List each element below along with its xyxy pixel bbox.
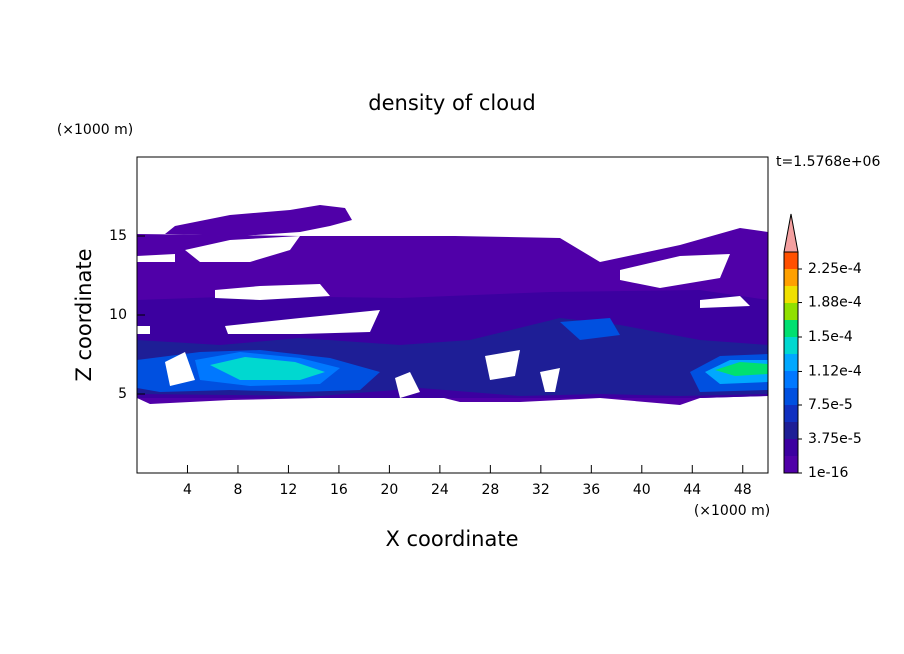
colorbar-tick-label: 2.25e-4	[808, 261, 862, 277]
x-tick-label: 44	[683, 482, 701, 498]
colorbar-band	[784, 320, 798, 337]
colorbar-band	[784, 286, 798, 303]
x-axis-label: X coordinate	[385, 527, 518, 551]
contour-region	[210, 357, 325, 380]
contour-region	[165, 205, 352, 236]
contour-gaps	[137, 236, 750, 398]
x-tick-label: 16	[330, 482, 348, 498]
colorbar-band	[784, 337, 798, 354]
y-tick-label: 5	[118, 386, 127, 402]
x-tick-label: 20	[380, 482, 398, 498]
x-tick-label: 40	[633, 482, 651, 498]
gap	[225, 310, 380, 334]
gap	[215, 284, 330, 300]
y-tick-label: 10	[109, 307, 127, 323]
gap	[620, 254, 730, 288]
annotation: t=1.5768e+06	[776, 154, 880, 170]
chart-title: density of cloud	[368, 91, 535, 115]
colorbar-tick-label: 1.88e-4	[808, 295, 862, 311]
gap	[395, 372, 420, 398]
y-unit: (×1000 m)	[57, 122, 133, 138]
colorbar-frame	[783, 251, 799, 474]
x-tick-label: 12	[280, 482, 298, 498]
contour-region	[137, 360, 152, 386]
colorbar-tick-label: 1.5e-4	[808, 329, 853, 345]
colorbar-tick-label: 7.5e-5	[808, 397, 853, 413]
colorbar-band	[784, 439, 798, 456]
gap	[700, 296, 750, 308]
colorbar-tick-label: 1.12e-4	[808, 363, 862, 379]
x-tick-label: 4	[183, 482, 192, 498]
colorbar-band	[784, 422, 798, 439]
colorbar-band	[784, 354, 798, 371]
x-tick-label: 48	[734, 482, 752, 498]
colorbar-band	[784, 303, 798, 320]
x-unit: (×1000 m)	[694, 503, 770, 519]
gap	[540, 368, 560, 392]
gap	[137, 254, 175, 262]
colorbar-band	[784, 371, 798, 388]
contour-field	[137, 205, 768, 405]
gap	[137, 326, 150, 334]
colorbar-band	[784, 269, 798, 286]
colorbar-band	[784, 456, 798, 473]
colorbar-band	[784, 388, 798, 405]
x-tick-label: 28	[481, 482, 499, 498]
y-tick-label: 15	[109, 228, 127, 244]
y-axis-label: Z coordinate	[72, 248, 96, 381]
contour-region	[560, 318, 620, 340]
x-tick-label: 32	[532, 482, 550, 498]
gap	[485, 350, 520, 380]
contour-region	[715, 362, 768, 376]
colorbar-tick-label: 1e-16	[808, 465, 848, 481]
colorbar-tick-label: 3.75e-5	[808, 431, 862, 447]
x-tick-label: 24	[431, 482, 449, 498]
colorbar-band	[784, 252, 798, 269]
x-tick-label: 8	[233, 482, 242, 498]
gap	[185, 236, 300, 262]
x-tick-label: 36	[582, 482, 600, 498]
gap	[165, 352, 195, 386]
colorbar-band	[784, 405, 798, 422]
